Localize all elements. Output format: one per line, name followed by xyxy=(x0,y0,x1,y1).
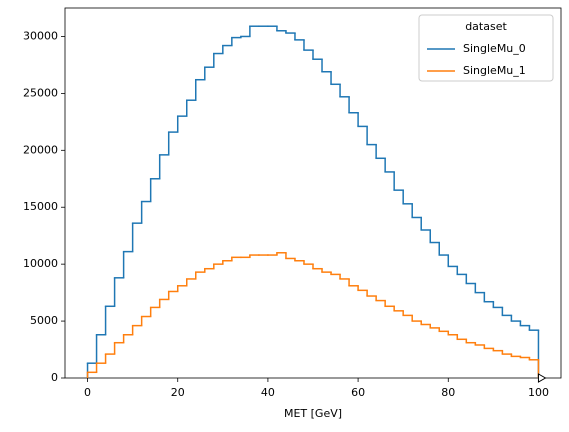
x-tick-label: 100 xyxy=(528,386,549,399)
y-tick-label: 15000 xyxy=(23,200,58,213)
y-tick-label: 5000 xyxy=(30,314,58,327)
legend-title: dataset xyxy=(465,20,507,33)
y-tick-label: 10000 xyxy=(23,257,58,270)
legend-box xyxy=(418,14,554,82)
y-tick-label: 25000 xyxy=(23,86,58,99)
x-tick-label: 60 xyxy=(351,386,365,399)
plot-frame xyxy=(64,7,562,379)
legend-label: SingleMu_1 xyxy=(463,64,526,77)
x-tick-label: 0 xyxy=(84,386,91,399)
x-tick-label: 80 xyxy=(441,386,455,399)
overflow-marker xyxy=(537,373,547,383)
legend-label: SingleMu_0 xyxy=(463,42,526,55)
x-tick-label: 40 xyxy=(261,386,275,399)
x-tick-label: 20 xyxy=(171,386,185,399)
x-axis-label: MET [GeV] xyxy=(284,407,342,420)
y-tick-label: 0 xyxy=(51,371,58,384)
y-tick-label: 30000 xyxy=(23,29,58,42)
y-tick-label: 20000 xyxy=(23,143,58,156)
